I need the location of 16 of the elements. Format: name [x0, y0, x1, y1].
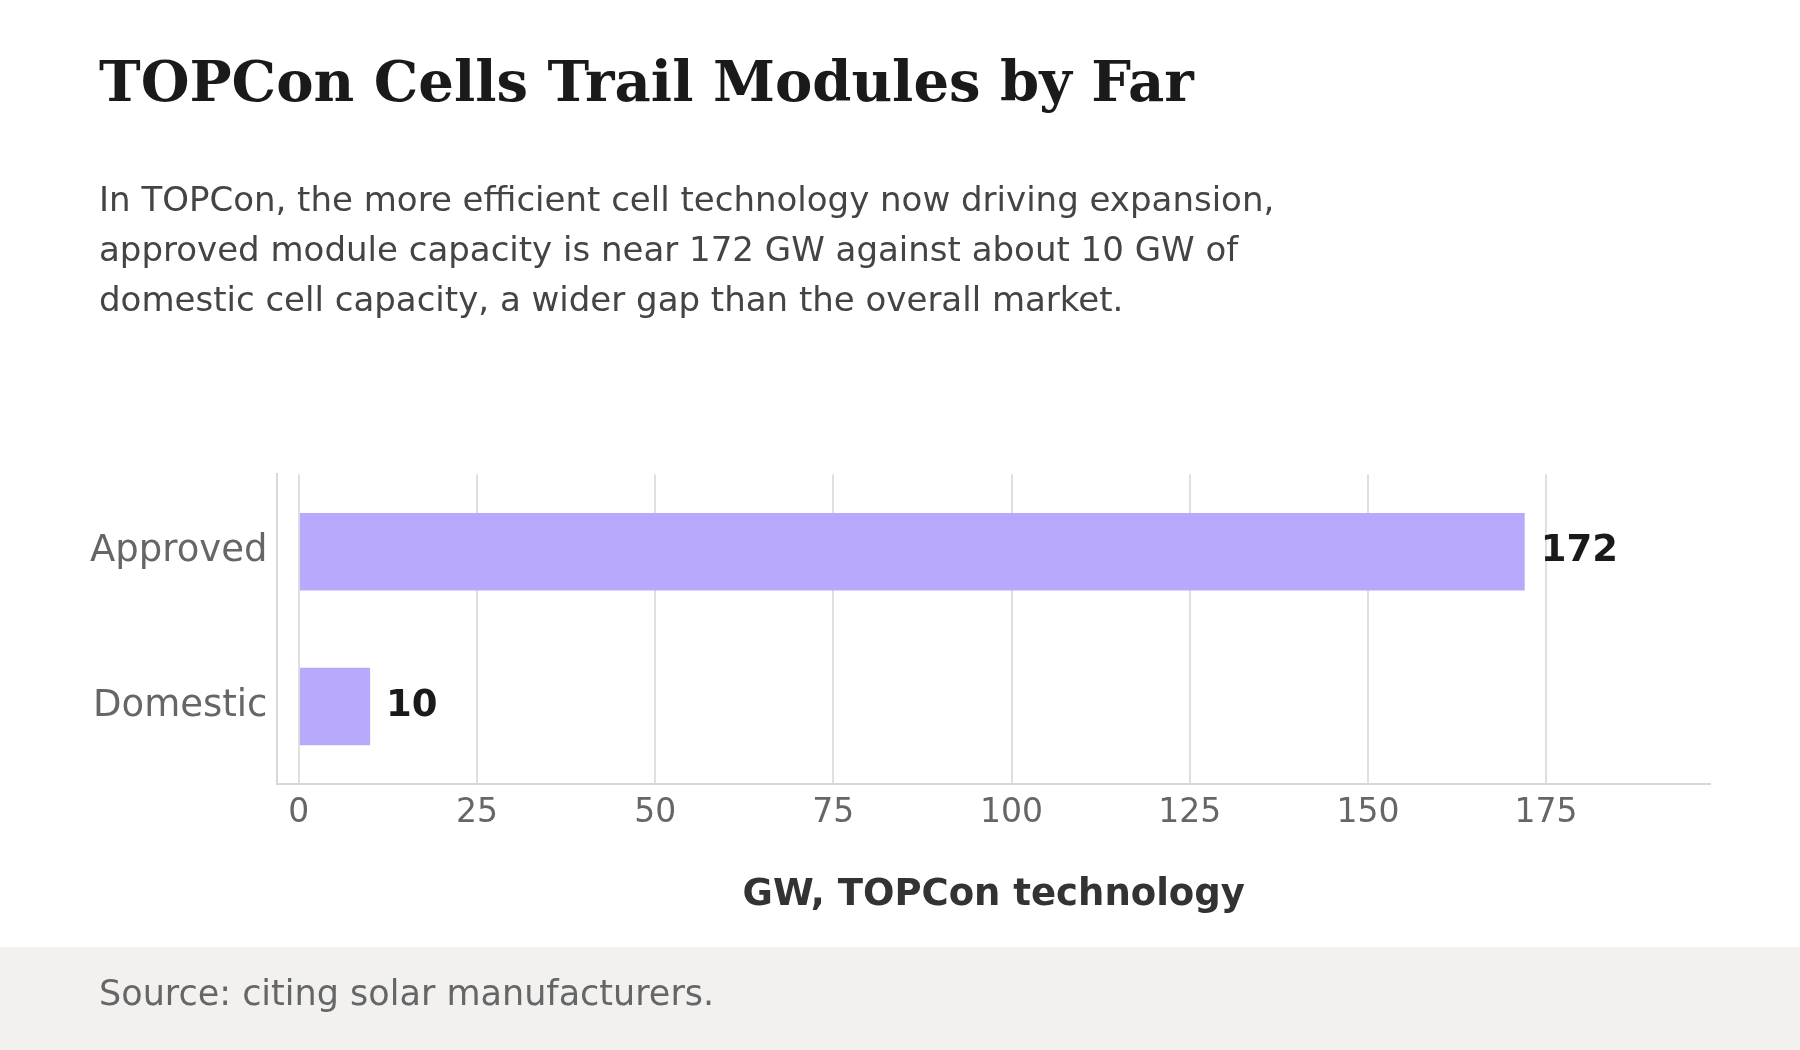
- data-label: 10: [386, 682, 438, 726]
- y-tick-label: Domestic: [93, 682, 268, 726]
- x-tick-label: 50: [634, 791, 677, 831]
- data-label: 172: [1540, 527, 1618, 571]
- x-tick-label: 150: [1336, 791, 1400, 831]
- y-tick-label: Approved: [90, 527, 268, 571]
- chart-subtitle: In TOPCon, the more efficient cell technology now driving expansion, approved module capacity is near 172 GW against about 10 GW of domestic cell capacity, a wider gap than the overall market.: [99, 178, 1276, 321]
- x-tick-label: 75: [812, 791, 855, 831]
- x-tick-label: 125: [1158, 791, 1222, 831]
- x-tick-label: 175: [1514, 791, 1578, 831]
- source-note: Source: citing solar manufacturers.: [99, 973, 715, 1013]
- x-axis-title: GW, TOPCon technology: [742, 871, 1245, 915]
- chart-title: TOPCon Cells Trail Modules by Far: [99, 48, 1194, 114]
- x-tick-label: 0: [288, 791, 310, 831]
- x-tick-label: 100: [980, 791, 1044, 831]
- x-tick-label: 25: [456, 791, 499, 831]
